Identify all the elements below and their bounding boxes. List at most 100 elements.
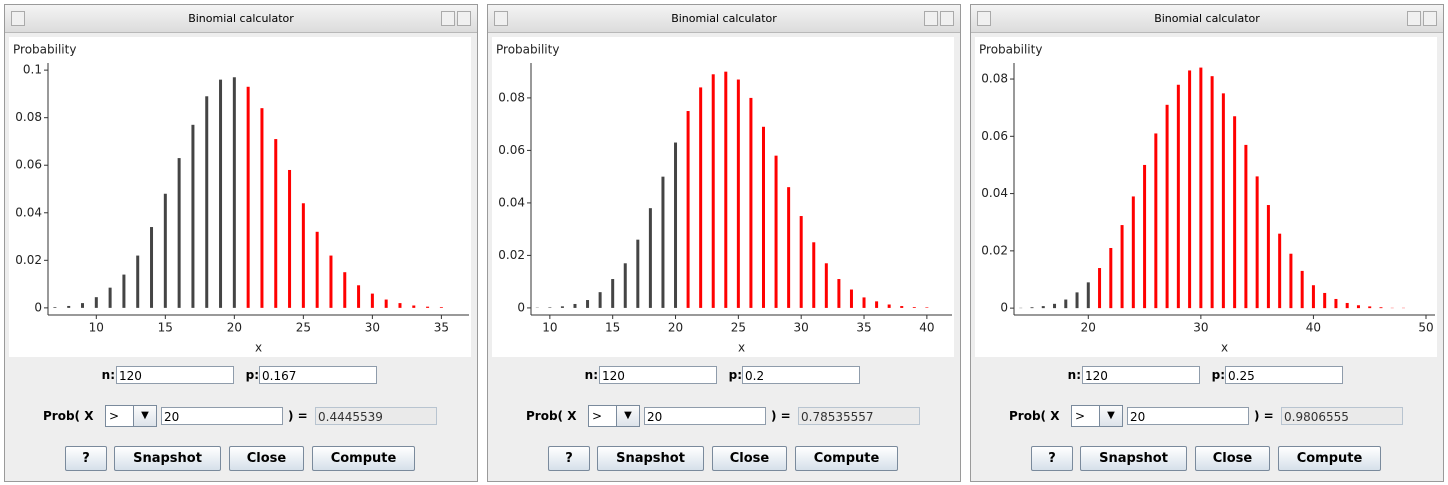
button[interactable]: Close bbox=[1195, 446, 1270, 471]
button[interactable]: ? bbox=[65, 446, 107, 471]
bar bbox=[1098, 268, 1101, 308]
bar bbox=[1177, 85, 1180, 308]
p-input[interactable]: 0.2 bbox=[742, 366, 860, 384]
bar bbox=[219, 80, 222, 308]
bar bbox=[329, 256, 332, 308]
bar bbox=[1267, 205, 1270, 308]
bar bbox=[1312, 285, 1315, 308]
x-tick-label: 25 bbox=[731, 321, 746, 335]
bar bbox=[164, 194, 167, 308]
bar bbox=[1199, 68, 1202, 309]
bar bbox=[81, 303, 84, 308]
x-tick-label: 15 bbox=[158, 321, 173, 335]
bar bbox=[586, 300, 589, 308]
x-tick-label: 30 bbox=[794, 321, 809, 335]
bar bbox=[1064, 300, 1067, 309]
x-tick-label: 20 bbox=[1081, 321, 1096, 335]
y-axis-label: Probability bbox=[496, 43, 559, 57]
y-axis-label: Probability bbox=[979, 43, 1042, 57]
operator-select[interactable]: >▼ bbox=[105, 405, 157, 427]
bar bbox=[825, 263, 828, 308]
operator-select[interactable]: >▼ bbox=[588, 405, 640, 427]
prob-label: Prob( X bbox=[43, 406, 93, 426]
bar bbox=[178, 158, 181, 308]
bar bbox=[1289, 254, 1292, 308]
dropdown-arrow[interactable]: ▼ bbox=[133, 406, 156, 426]
dropdown-arrow[interactable]: ▼ bbox=[616, 406, 639, 426]
button[interactable]: Snapshot bbox=[114, 446, 221, 471]
threshold-input[interactable]: 20 bbox=[161, 407, 283, 425]
n-input[interactable]: 120 bbox=[116, 366, 234, 384]
button[interactable]: Compute bbox=[1278, 446, 1381, 471]
button[interactable]: Snapshot bbox=[597, 446, 704, 471]
x-tick-label: 15 bbox=[605, 321, 620, 335]
bar bbox=[288, 170, 291, 308]
bar bbox=[122, 275, 125, 308]
button[interactable]: Compute bbox=[795, 446, 898, 471]
p-input[interactable]: 0.167 bbox=[259, 366, 377, 384]
bar bbox=[302, 203, 305, 308]
bar bbox=[649, 208, 652, 308]
bar bbox=[67, 306, 70, 308]
bar bbox=[737, 80, 740, 308]
bar bbox=[611, 279, 614, 308]
threshold-input[interactable]: 20 bbox=[1127, 407, 1249, 425]
button[interactable]: ? bbox=[548, 446, 590, 471]
bar bbox=[95, 297, 98, 308]
operator-select[interactable]: >▼ bbox=[1071, 405, 1123, 427]
bar bbox=[398, 303, 401, 308]
y-tick-label: 0.04 bbox=[498, 195, 525, 209]
bar bbox=[850, 290, 853, 308]
bar bbox=[749, 98, 752, 308]
n-input[interactable]: 120 bbox=[599, 366, 717, 384]
bar bbox=[1379, 307, 1382, 308]
y-tick-label: 0 bbox=[517, 300, 525, 314]
bar bbox=[1222, 93, 1225, 308]
button[interactable]: Snapshot bbox=[1080, 446, 1187, 471]
bar bbox=[812, 242, 815, 308]
bar bbox=[1132, 196, 1135, 308]
bar bbox=[191, 125, 194, 308]
x-tick-label: 20 bbox=[668, 321, 683, 335]
bar bbox=[426, 307, 429, 308]
bar bbox=[1076, 292, 1079, 308]
y-tick-label: 0.08 bbox=[498, 90, 525, 104]
n-input[interactable]: 120 bbox=[1082, 366, 1200, 384]
bar bbox=[913, 307, 916, 308]
bar bbox=[837, 279, 840, 308]
p-input[interactable]: 0.25 bbox=[1225, 366, 1343, 384]
x-tick-label: 40 bbox=[919, 321, 934, 335]
p-label: p: bbox=[724, 365, 742, 385]
button[interactable]: Close bbox=[229, 446, 304, 471]
result-field: 0.78535557 bbox=[798, 407, 920, 425]
bar bbox=[1233, 116, 1236, 308]
bar bbox=[247, 87, 250, 308]
button[interactable]: Close bbox=[712, 446, 787, 471]
bar bbox=[724, 72, 727, 308]
n-label: n: bbox=[1063, 365, 1081, 385]
x-axis-label: x bbox=[1221, 341, 1228, 355]
result-field: 0.4445539 bbox=[315, 407, 437, 425]
page: {"windows": [ {"title": "Binomial calcul… bbox=[0, 0, 1448, 485]
bar bbox=[343, 272, 346, 308]
bar bbox=[53, 307, 56, 308]
bar bbox=[1211, 76, 1214, 308]
button[interactable]: ? bbox=[1031, 446, 1073, 471]
bar bbox=[863, 297, 866, 308]
bar bbox=[661, 177, 664, 308]
n-label: n: bbox=[580, 365, 598, 385]
dropdown-arrow[interactable]: ▼ bbox=[1099, 406, 1122, 426]
threshold-input[interactable]: 20 bbox=[644, 407, 766, 425]
bar bbox=[787, 187, 790, 308]
y-tick-label: 0.02 bbox=[498, 248, 525, 262]
bar bbox=[109, 288, 112, 308]
button[interactable]: Compute bbox=[312, 446, 415, 471]
prob-label: Prob( X bbox=[526, 406, 576, 426]
operator-value: > bbox=[592, 409, 602, 423]
y-tick-label: 0 bbox=[34, 300, 42, 314]
equals-label: ) = bbox=[771, 406, 791, 426]
